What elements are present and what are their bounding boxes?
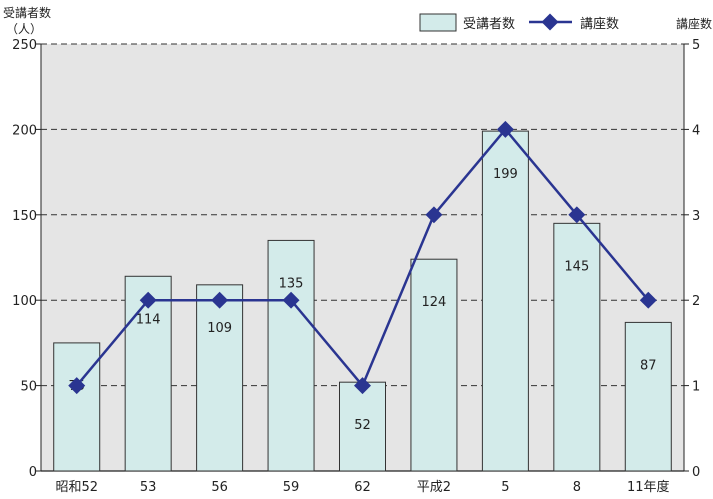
x-tick-label: 平成2 xyxy=(417,480,451,495)
y-right-tick-label: 2 xyxy=(692,294,700,309)
point-62 xyxy=(354,377,371,395)
bar-56 xyxy=(196,284,244,472)
bar-昭和52 xyxy=(53,342,101,472)
bar-value-label-11年度: 87 xyxy=(640,358,657,373)
point-56 xyxy=(211,291,229,309)
legend-label-受講者数: 受講者数 xyxy=(463,16,515,32)
y-left-tick-label: 100 xyxy=(12,294,37,309)
legend-label-講座数: 講座数 xyxy=(580,16,619,32)
bar-平成2 xyxy=(410,258,458,472)
bar-53 xyxy=(124,275,172,472)
point-53 xyxy=(139,291,157,309)
bar-value-label-5: 199 xyxy=(493,167,518,182)
y-left-axis-title-line2: （人） xyxy=(6,22,42,36)
x-tick-label: 53 xyxy=(140,480,157,495)
y-right-tick-label: 5 xyxy=(692,38,700,53)
point-昭和52 xyxy=(68,377,86,395)
bar-value-label-平成2: 124 xyxy=(422,295,447,310)
legend-marker-講座数 xyxy=(541,13,559,31)
x-tick-label: 62 xyxy=(354,480,371,495)
bar-value-label-53: 114 xyxy=(136,312,161,327)
x-tick-label: 8 xyxy=(573,480,581,495)
y-left-tick-label: 150 xyxy=(12,209,37,224)
legend-swatch-受講者数 xyxy=(419,13,457,32)
bar-value-label-59: 135 xyxy=(279,276,304,291)
y-right-tick-label: 3 xyxy=(692,209,700,224)
bar-value-label-8: 145 xyxy=(564,259,589,274)
x-tick-label: 5 xyxy=(501,480,509,495)
y-left-tick-label: 200 xyxy=(12,123,37,138)
bar-value-label-62: 52 xyxy=(354,418,371,433)
y-right-tick-label: 1 xyxy=(692,380,700,395)
y-right-tick-label: 4 xyxy=(692,123,700,138)
point-8 xyxy=(568,206,586,224)
x-tick-label: 56 xyxy=(211,480,228,495)
bar-11年度 xyxy=(624,321,672,472)
x-tick-label: 昭和52 xyxy=(55,480,98,495)
legend: 受講者数 講座数 xyxy=(419,13,619,32)
y-right-tick-label: 0 xyxy=(692,465,700,480)
x-tick-label: 11年度 xyxy=(627,479,670,495)
point-11年度 xyxy=(639,291,657,309)
bar-8 xyxy=(553,222,601,472)
y-left-tick-label: 250 xyxy=(12,38,37,53)
y-left-tick-label: 0 xyxy=(29,465,37,480)
y-right-axis-title: 講座数 xyxy=(676,16,712,31)
point-59 xyxy=(282,291,300,309)
bar-value-label-56: 109 xyxy=(207,321,232,336)
bar-59 xyxy=(267,239,315,472)
y-left-axis-title-line1: 受講者数 xyxy=(3,5,51,20)
x-tick-label: 59 xyxy=(283,480,300,495)
point-平成2 xyxy=(425,206,443,224)
y-left-tick-label: 50 xyxy=(20,380,37,395)
